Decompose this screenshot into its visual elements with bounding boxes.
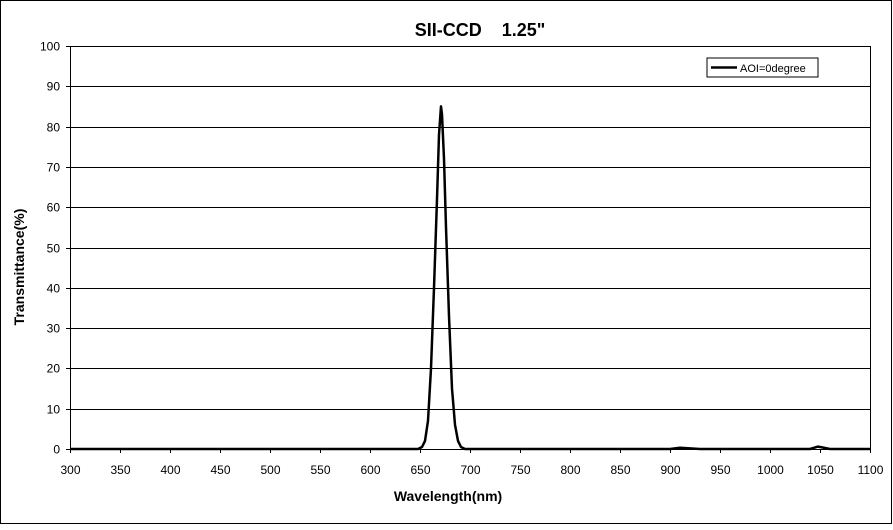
y-tick-label: 60 — [47, 201, 61, 215]
x-tick-label: 300 — [60, 463, 80, 477]
legend: AOI=0degree — [706, 57, 819, 78]
y-tick-label: 90 — [47, 80, 61, 94]
y-tick-label: 80 — [47, 121, 61, 135]
x-tick-label: 750 — [510, 463, 530, 477]
y-tick-label: 50 — [47, 242, 61, 256]
x-tick-label: 400 — [160, 463, 180, 477]
y-tick-label: 70 — [47, 161, 61, 175]
x-tick-label: 450 — [210, 463, 230, 477]
x-tick-label: 600 — [360, 463, 380, 477]
x-tick-label: 1100 — [858, 463, 884, 477]
chart-title: SII-CCD 1.25" — [415, 20, 546, 40]
x-tick-label: 550 — [310, 463, 330, 477]
x-tick-label: 500 — [260, 463, 280, 477]
x-tick-label: 850 — [610, 463, 630, 477]
x-tick-label: 800 — [560, 463, 580, 477]
x-tick-label: 900 — [660, 463, 680, 477]
series-group — [70, 105, 870, 451]
legend-box — [706, 57, 819, 78]
y-tick-label: 40 — [47, 282, 61, 296]
x-tick-label: 650 — [410, 463, 430, 477]
y-tick-label: 0 — [53, 443, 60, 457]
x-axis-label: Wavelength(nm) — [394, 488, 502, 504]
y-tick-label: 100 — [40, 40, 60, 54]
y-tick-label: 20 — [47, 362, 61, 376]
legend-label: AOI=0degree — [740, 63, 806, 75]
x-tick-label: 350 — [110, 463, 130, 477]
x-tick-label: 1050 — [807, 463, 834, 477]
x-tick-label: 1000 — [757, 463, 784, 477]
y-axis-label: Transmittance(%) — [11, 209, 27, 326]
tick-labels: 0 10 20 30 40 50 60 70 80 90 100 300 350 400 450 500 550… — [40, 40, 884, 478]
y-tick-label: 10 — [47, 403, 61, 417]
x-tick-label: 950 — [710, 463, 730, 477]
series-line — [70, 105, 870, 451]
x-tick-label: 700 — [460, 463, 480, 477]
y-tick-label: 30 — [47, 322, 61, 336]
